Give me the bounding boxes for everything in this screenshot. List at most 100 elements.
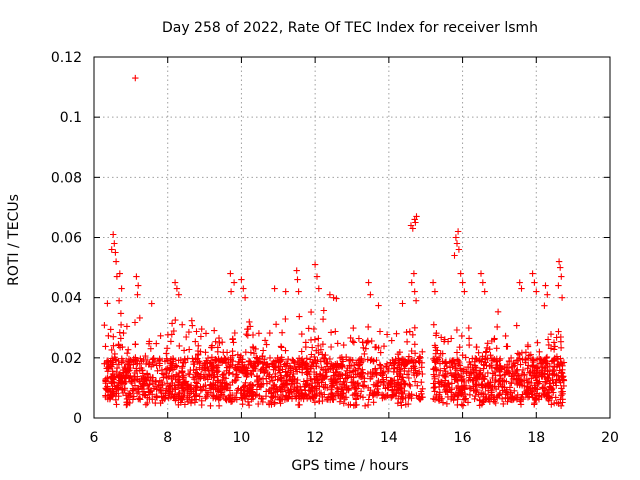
data-point: [438, 334, 445, 341]
data-point: [518, 370, 526, 378]
data-point: [202, 387, 210, 394]
data-point: [167, 338, 175, 345]
data-point: [452, 371, 459, 378]
data-point: [169, 360, 176, 367]
data-point: [346, 362, 353, 370]
data-point: [517, 401, 525, 408]
data-point: [379, 370, 387, 378]
data-point: [429, 279, 437, 286]
data-point: [361, 378, 368, 385]
data-point: [399, 300, 406, 307]
data-point: [298, 330, 305, 338]
data-point: [107, 388, 115, 396]
data-point: [105, 332, 112, 339]
data-point: [358, 355, 365, 363]
x-tick-label: 8: [163, 430, 172, 446]
data-point: [168, 320, 176, 327]
data-point: [511, 362, 518, 369]
data-point: [116, 329, 123, 336]
data-point: [112, 396, 119, 403]
data-point: [473, 343, 480, 351]
data-point: [183, 333, 190, 341]
data-point: [171, 279, 179, 286]
data-point: [453, 240, 461, 247]
data-point: [302, 380, 309, 388]
data-point: [239, 358, 246, 366]
data-point: [430, 384, 437, 392]
data-point: [307, 336, 315, 344]
data-point: [558, 360, 566, 367]
data-point: [461, 378, 468, 386]
data-point: [478, 358, 485, 365]
data-point: [223, 364, 231, 371]
data-point: [133, 273, 140, 280]
data-point: [160, 371, 168, 378]
data-point: [410, 369, 417, 376]
data-point: [191, 399, 199, 406]
data-point: [492, 358, 500, 365]
data-point: [359, 382, 366, 389]
data-point: [326, 355, 334, 363]
y-tick-labels: 0 0.02 0.04 0.06 0.08 0.1 0.12: [51, 50, 82, 427]
data-point: [175, 291, 182, 298]
data-point: [443, 400, 451, 407]
data-point: [410, 363, 418, 370]
data-point: [337, 362, 345, 369]
data-point: [479, 371, 486, 379]
data-point: [359, 394, 367, 401]
data-point: [117, 321, 125, 328]
grid-lines: [94, 57, 610, 418]
data-point: [198, 386, 206, 393]
data-point: [559, 388, 566, 395]
data-point: [447, 369, 454, 377]
data-point: [533, 392, 541, 399]
data-point: [297, 383, 304, 390]
data-point: [185, 328, 193, 336]
data-point: [503, 368, 510, 376]
data-point: [496, 371, 504, 379]
data-point: [550, 339, 558, 346]
data-point: [283, 393, 290, 400]
data-point: [549, 366, 556, 374]
data-point: [244, 326, 251, 333]
data-point: [502, 332, 509, 340]
data-point: [524, 379, 531, 386]
data-point: [497, 362, 504, 370]
data-point: [117, 335, 124, 342]
data-point: [182, 359, 189, 366]
data-point: [147, 345, 154, 352]
data-point: [550, 389, 557, 396]
data-point: [408, 347, 415, 355]
data-point: [410, 270, 418, 277]
data-point: [329, 362, 337, 369]
data-point: [369, 390, 376, 397]
data-point: [392, 356, 399, 363]
data-point: [321, 373, 329, 380]
data-point: [214, 344, 221, 351]
data-point: [440, 383, 447, 390]
data-point: [430, 321, 437, 328]
data-point: [340, 341, 347, 349]
data-point: [414, 382, 421, 389]
data-point: [557, 264, 564, 271]
data-point: [477, 270, 485, 277]
data-point: [204, 354, 212, 362]
data-point: [509, 393, 516, 400]
data-point: [479, 384, 486, 391]
data-point: [194, 351, 202, 359]
data-point: [430, 395, 437, 402]
data-point: [327, 376, 334, 383]
data-point: [347, 334, 354, 342]
data-point: [351, 391, 358, 398]
data-point: [390, 368, 397, 375]
x-tick-label: 14: [380, 430, 398, 446]
data-point: [333, 362, 340, 370]
data-point: [103, 385, 110, 393]
data-point: [405, 353, 413, 360]
data-point: [104, 357, 111, 364]
data-point: [446, 364, 454, 371]
data-point: [466, 341, 473, 349]
data-point: [547, 331, 555, 338]
data-point: [239, 395, 246, 402]
data-point: [261, 369, 268, 376]
